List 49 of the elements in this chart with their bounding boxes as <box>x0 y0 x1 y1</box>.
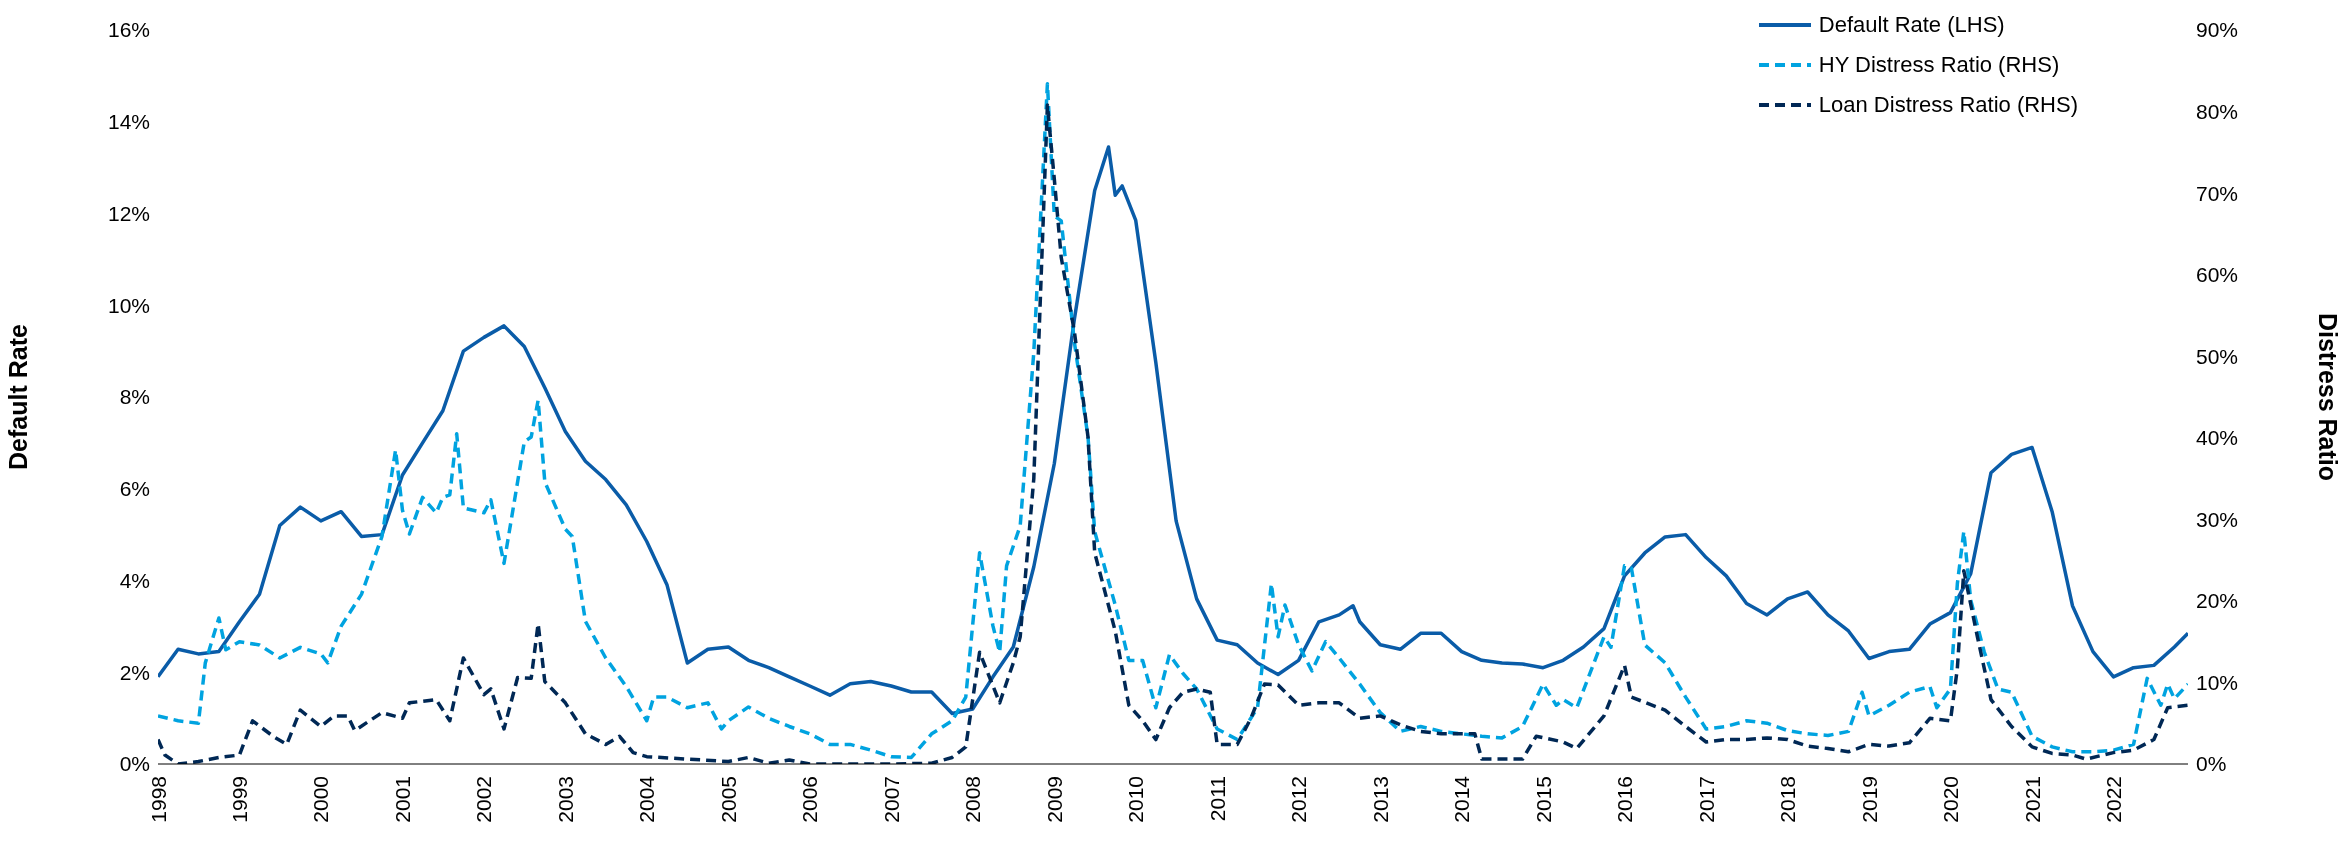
legend-label: HY Distress Ratio (RHS) <box>1818 52 2060 78</box>
y-tick-label: 14% <box>107 110 150 134</box>
y2-tick-label: 80% <box>2196 100 2239 124</box>
x-tick-label: 2018 <box>1776 776 1800 823</box>
y2-tick-label: 50% <box>2196 344 2239 368</box>
x-tick-label: 2017 <box>1694 776 1718 823</box>
y2-tick-label: 70% <box>2196 181 2239 205</box>
y-tick-label: 0% <box>119 752 150 776</box>
x-tick-label: 2012 <box>1287 776 1311 823</box>
x-tick-label: 2001 <box>390 776 414 823</box>
x-tick-label: 2000 <box>309 776 333 823</box>
x-tick-label: 2010 <box>1124 776 1148 823</box>
y2-tick-label: 60% <box>2196 263 2239 287</box>
x-tick-label: 2009 <box>1042 776 1066 823</box>
x-tick-label: 2022 <box>2101 776 2125 823</box>
x-tick-label: 2019 <box>1857 776 1881 823</box>
y-tick-label: 12% <box>107 201 150 225</box>
y2-tick-label: 90% <box>2196 18 2239 42</box>
y2-tick-label: 10% <box>2196 670 2239 694</box>
y-tick-label: 16% <box>107 18 150 42</box>
y2-tick-label: 30% <box>2196 507 2239 531</box>
x-tick-label: 2008 <box>961 776 985 823</box>
y-tick-label: 2% <box>119 660 150 684</box>
x-tick-label: 2016 <box>1613 776 1637 823</box>
y-tick-label: 8% <box>119 385 150 409</box>
x-tick-label: 2011 <box>1205 776 1229 822</box>
x-tick-label: 2015 <box>1531 776 1555 823</box>
x-tick-label: 1999 <box>227 776 251 823</box>
y2-axis-title: Distress Ratio <box>2314 312 2343 482</box>
x-tick-label: 2004 <box>635 775 659 823</box>
y2-tick-label: 20% <box>2196 589 2239 613</box>
y-tick-label: 4% <box>119 568 150 592</box>
y-tick-label: 6% <box>119 477 150 501</box>
y-axis-title: Default Rate <box>3 323 32 470</box>
x-tick-label: 1998 <box>146 776 170 823</box>
x-tick-label: 2002 <box>472 776 496 823</box>
x-tick-label: 2003 <box>553 776 577 823</box>
legend-label: Default Rate (LHS) <box>1818 12 2005 38</box>
legend-label: Loan Distress Ratio (RHS) <box>1818 92 2078 118</box>
x-tick-label: 2013 <box>1368 776 1392 823</box>
x-tick-label: 2005 <box>716 776 740 823</box>
y-tick-label: 10% <box>107 293 150 317</box>
x-tick-label: 2020 <box>1938 776 1962 823</box>
y2-tick-label: 40% <box>2196 426 2239 450</box>
x-tick-label: 2007 <box>879 776 903 823</box>
y2-tick-label: 0% <box>2196 752 2227 776</box>
x-tick-label: 2006 <box>798 776 822 823</box>
x-tick-label: 2021 <box>2020 776 2044 823</box>
x-tick-label: 2014 <box>1450 775 1474 823</box>
